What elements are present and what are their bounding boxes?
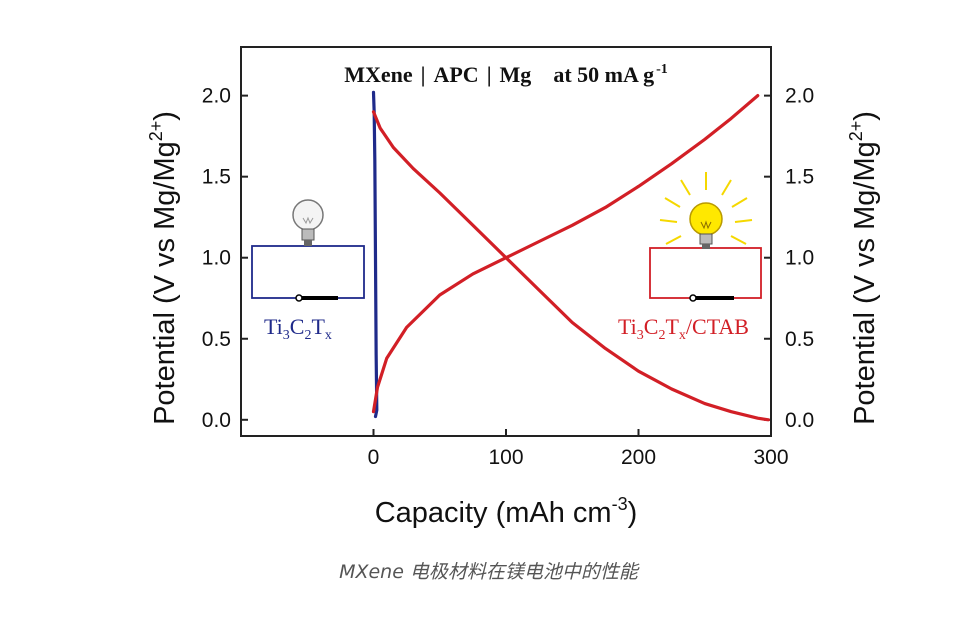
y-tick-label-left: 0.0 — [202, 409, 231, 432]
axes-ticks: 0 100 200 300 0.0 0.0 0.5 0.5 1.0 1.0 1.5 1.5 2.0 2.0 — [202, 85, 814, 469]
label-ti3c2tx-ctab: Ti3C2Tx/CTAB — [618, 314, 749, 343]
chart-title: MXene | APC | Mg at 50 mA g -1 — [344, 62, 668, 87]
y-tick-label-left: 1.0 — [202, 247, 231, 270]
lightbulb-lit-icon — [659, 172, 753, 249]
x-tick-label: 300 — [753, 446, 788, 469]
x-axis-title: Capacity (mAh cm-3) — [375, 494, 638, 529]
circuit-unlit — [251, 199, 365, 302]
x-tick-label: 100 — [488, 446, 523, 469]
lightbulb-unlit-icon — [292, 199, 324, 246]
x-tick-label: 200 — [621, 446, 656, 469]
y-axis-title-right: Potential (V vs Mg/Mg2+) — [846, 111, 881, 425]
title-part-apc: APC — [433, 62, 478, 87]
y-tick-label-right: 0.5 — [785, 328, 814, 351]
title-part-mxene: MXene — [344, 62, 413, 87]
x-axis-title-sup: -3 — [612, 494, 628, 514]
figure-caption: MXene 电极材料在镁电池中的性能 — [339, 561, 638, 583]
y-axis-title-left: Potential (V vs Mg/Mg2+) — [146, 111, 181, 425]
y-tick-label-right: 2.0 — [785, 85, 814, 108]
series-layer — [371, 90, 770, 422]
x-tick-label: 0 — [368, 446, 380, 469]
series-line-0 — [371, 90, 379, 419]
y-tick-label-right: 1.5 — [785, 166, 814, 189]
title-part-rate: at 50 mA g — [553, 62, 654, 87]
series-line-1 — [371, 110, 770, 422]
y-tick-label-left: 0.5 — [202, 328, 231, 351]
y-tick-label-left: 2.0 — [202, 85, 231, 108]
y-tick-label-right: 0.0 — [785, 409, 814, 432]
title-part-rate-sup: -1 — [656, 62, 668, 77]
label-ti3c2tx: Ti3C2Tx — [264, 314, 332, 343]
y-tick-label-left: 1.5 — [202, 166, 231, 189]
series-line-2 — [371, 94, 760, 414]
circuit-lit — [649, 172, 762, 302]
title-part-mg: Mg — [500, 62, 532, 87]
y-tick-label-right: 1.0 — [785, 247, 814, 270]
plot-area-frame — [240, 46, 772, 437]
